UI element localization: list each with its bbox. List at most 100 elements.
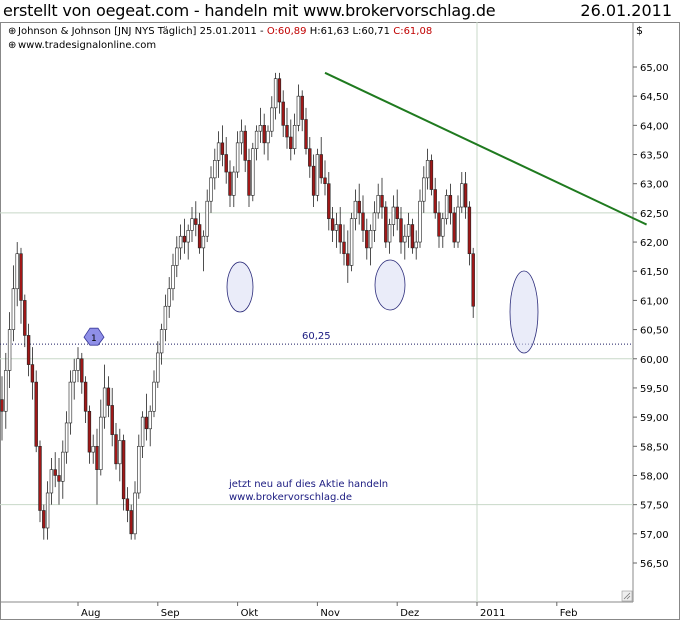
candle-body bbox=[91, 445, 95, 453]
candle-body bbox=[327, 183, 331, 220]
x-tick-label: Nov bbox=[320, 608, 340, 619]
note-line-1: jetzt neu auf dies Aktie handeln bbox=[228, 479, 388, 490]
candle-body bbox=[289, 136, 293, 149]
candle-body bbox=[53, 469, 57, 476]
candle-body bbox=[7, 329, 12, 371]
candle-body bbox=[262, 125, 266, 144]
candle-body bbox=[140, 416, 145, 447]
candle-body bbox=[342, 241, 346, 255]
y-tick-label: 63,00 bbox=[640, 180, 669, 191]
candle-body bbox=[311, 165, 316, 196]
candle-body bbox=[315, 154, 320, 196]
y-tick-label: 59,50 bbox=[640, 384, 669, 395]
legend-symbol-icon: ⊕ bbox=[8, 26, 16, 37]
candle-body bbox=[361, 212, 365, 231]
candle-body bbox=[19, 253, 23, 301]
candle-body bbox=[57, 475, 61, 482]
candle-body bbox=[125, 498, 130, 511]
candle-body bbox=[251, 148, 255, 196]
signal-marker-label: 1 bbox=[91, 334, 97, 344]
candle-body bbox=[243, 130, 247, 161]
y-tick-label: 64,00 bbox=[640, 121, 669, 132]
header-credit: erstellt von oegeat.com - handeln mit ww… bbox=[3, 1, 496, 20]
candle-body bbox=[76, 358, 80, 371]
chart-legend: ⊕ Johnson & Johnson [JNJ NYS Täglich] 25… bbox=[8, 26, 432, 51]
candle-body bbox=[334, 224, 339, 231]
candle-body bbox=[281, 101, 285, 126]
candle-body bbox=[205, 200, 209, 237]
candle-body bbox=[209, 177, 213, 202]
candle-body bbox=[346, 253, 350, 266]
candle-body bbox=[99, 416, 103, 470]
candle-body bbox=[292, 125, 297, 149]
candle-body bbox=[167, 288, 171, 307]
candle-body bbox=[437, 212, 441, 237]
chart-frame: ⊕ Johnson & Johnson [JNJ NYS Täglich] 25… bbox=[0, 22, 680, 620]
header-date: 26.01.2011 bbox=[580, 1, 672, 20]
candle-body bbox=[26, 335, 31, 365]
signal-marker-shape bbox=[83, 327, 105, 346]
y-tick-label: 57,50 bbox=[640, 501, 669, 512]
candle-body bbox=[64, 422, 69, 453]
candle-body bbox=[277, 78, 282, 103]
candle-body bbox=[368, 230, 373, 249]
candle-body bbox=[121, 440, 126, 500]
candle-body bbox=[448, 195, 453, 214]
candle-body bbox=[137, 445, 141, 494]
candle-body bbox=[163, 305, 168, 330]
candle-body bbox=[425, 160, 430, 179]
candle-body bbox=[42, 510, 46, 529]
grid-lines bbox=[0, 22, 633, 602]
candle-body bbox=[410, 224, 415, 249]
candle-body bbox=[15, 253, 19, 290]
y-tick-label: 64,50 bbox=[640, 92, 669, 103]
x-tick-label: Dez bbox=[400, 608, 419, 619]
candle-body bbox=[148, 410, 152, 430]
candle-body bbox=[11, 288, 16, 330]
candle-body bbox=[365, 230, 369, 249]
legend-symbol-line: Johnson & Johnson [JNJ NYS Täglich] 25.0… bbox=[17, 26, 267, 37]
y-tick-label: 60,00 bbox=[640, 355, 669, 366]
candle-body bbox=[83, 381, 88, 412]
candle-body bbox=[152, 381, 156, 412]
highlight-ellipse bbox=[509, 270, 539, 354]
candle-body bbox=[197, 224, 202, 249]
legend-website: www.tradesignalonline.com bbox=[18, 40, 156, 51]
candle-body bbox=[460, 183, 464, 208]
chart-header: erstellt von oegeat.com - handeln mit ww… bbox=[0, 0, 680, 22]
candle-body bbox=[171, 265, 175, 290]
candle-body bbox=[194, 218, 198, 225]
candle-body bbox=[186, 230, 190, 243]
candle-body bbox=[159, 329, 164, 354]
candle-body bbox=[353, 200, 358, 220]
y-tick-label: 62,00 bbox=[640, 238, 669, 249]
y-tick-label: 58,50 bbox=[640, 442, 669, 453]
candle-body bbox=[399, 218, 403, 243]
candle-body bbox=[300, 95, 304, 120]
candle-body bbox=[418, 200, 422, 243]
candle-body bbox=[102, 387, 107, 418]
y-tick-label: 58,00 bbox=[640, 471, 669, 482]
resize-grip-icon[interactable] bbox=[621, 590, 633, 602]
candle-body bbox=[441, 218, 445, 237]
y-axis: 56,50 57,00 57,50 58,00 58,50 59,00 59,50 60,00… bbox=[633, 63, 669, 570]
x-tick-label: Aug bbox=[81, 608, 101, 619]
x-tick-label: 2011 bbox=[480, 608, 505, 619]
y-tick-label: 59,00 bbox=[640, 413, 669, 424]
candle-body bbox=[133, 492, 137, 535]
candle-body bbox=[114, 434, 118, 465]
candle-body bbox=[308, 148, 312, 167]
candle-body bbox=[190, 218, 194, 231]
resistance-trendline bbox=[324, 71, 648, 226]
candle-body bbox=[61, 451, 65, 482]
legend-open: O:60,89 bbox=[267, 26, 307, 37]
candle-body bbox=[30, 364, 35, 383]
candle-body bbox=[395, 206, 399, 220]
y-tick-label: 62,50 bbox=[640, 209, 669, 220]
signal-marker: 1 bbox=[83, 327, 105, 346]
candle-body bbox=[323, 177, 327, 185]
highlight-ellipses bbox=[226, 259, 539, 354]
candle-body bbox=[110, 405, 114, 435]
candle-body bbox=[349, 218, 354, 266]
candle-body bbox=[258, 125, 263, 132]
